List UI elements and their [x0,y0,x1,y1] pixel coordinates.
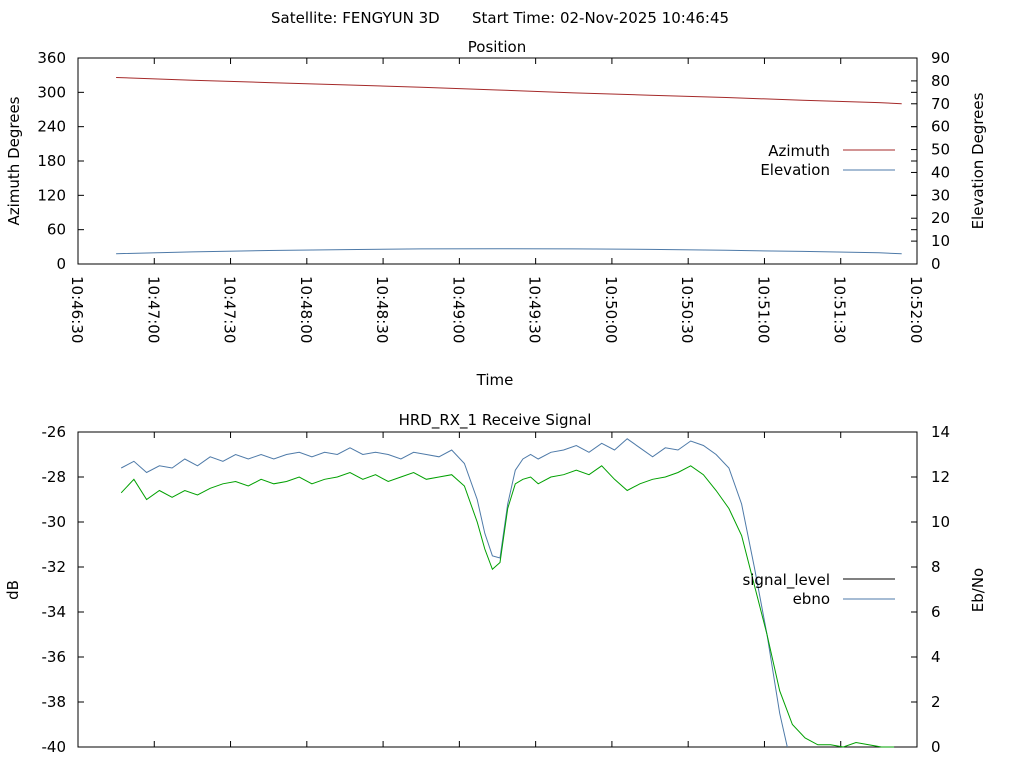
y-tick-label: 60 [47,221,66,239]
y2-tick-label: 80 [931,72,950,90]
y-tick-label: 240 [37,118,66,136]
y2-tick-label: 40 [931,163,950,181]
y-tick-label: -30 [42,513,67,531]
x-tick-label: 10:48:00 [297,276,315,343]
y2-tick-label: 8 [931,558,941,576]
y2-tick-label: 10 [931,232,950,250]
signal-chart: HRD_RX_1 Receive Signal -40-38-36-34-32-… [4,411,987,756]
y2-tick-label: 2 [931,693,941,711]
x-tick-label: 10:47:30 [221,276,239,343]
series-line-azimuth [116,77,902,105]
time-axis: 10:46:30 10:47:00 10:47:30 10:48:00 10:48:30… [68,58,925,343]
y2-tick-label: 0 [931,738,941,756]
position-series [116,77,902,255]
legend-azimuth-label: Azimuth [768,142,830,160]
azimuth-axis-label: Azimuth Degrees [5,96,23,225]
y2-tick-label: 60 [931,118,950,136]
y-tick-label: -38 [42,693,67,711]
y2-tick-label: 10 [931,513,950,531]
signal-chart-title: HRD_RX_1 Receive Signal [399,411,592,430]
x-tick-label: 10:47:00 [144,276,162,343]
satellite-label: Satellite: FENGYUN 3D [271,9,440,27]
y-tick-label: 120 [37,186,66,204]
signal-plot-frame [77,431,918,748]
y2-tick-label: 20 [931,209,950,227]
y-tick-label: -36 [42,648,67,666]
x-tick-label: 10:48:30 [373,276,391,343]
position-chart: Position 0 60 120 180 240 300 360 0 10 20 30 40 50 6… [5,38,987,389]
y-tick-label: -34 [42,603,67,621]
y2-tick-label: 90 [931,49,950,67]
position-chart-title: Position [468,38,526,56]
position-legend: Azimuth Elevation [760,142,895,179]
x-tick-label: 10:50:30 [678,276,696,343]
legend-signal-level-label: signal_level [742,571,830,590]
y2-tick-label: 30 [931,186,950,204]
x-tick-label: 10:52:00 [907,276,925,343]
db-axis-label: dB [4,580,22,600]
y2-tick-label: 12 [931,468,950,486]
x-tick-label: 10:49:00 [449,276,467,343]
x-tick-label: 10:50:00 [602,276,620,343]
y-tick-label: 360 [37,49,66,67]
legend-elevation-label: Elevation [760,161,830,179]
y-tick-label: 300 [37,83,66,101]
y2-tick-label: 50 [931,141,950,159]
db-axis: -40 -38 -36 -34 -32 -30 -28 -26 [42,423,917,756]
series-line-ebno [120,438,788,748]
series-line-unlabeled-2 [120,465,895,748]
signal-time-axis [77,432,918,747]
signal-legend: signal_level ebno [742,571,895,608]
y-tick-label: -26 [42,423,67,441]
y2-tick-label: 14 [931,423,950,441]
y-tick-label: -32 [42,558,67,576]
y2-tick-label: 0 [931,255,941,273]
signal-series [120,438,895,748]
time-axis-label: Time [476,371,514,389]
y-tick-label: 0 [56,255,66,273]
y2-tick-label: 4 [931,648,941,666]
azimuth-axis: 0 60 120 180 240 300 360 [37,49,917,273]
y-tick-label: 180 [37,152,66,170]
elevation-axis: 0 10 20 30 40 50 60 70 80 90 [911,49,950,273]
start-time-label: Start Time: 02-Nov-2025 10:46:45 [472,9,729,27]
x-tick-label: 10:49:30 [526,276,544,343]
y-tick-label: -40 [42,738,67,756]
ebno-axis: 0 2 4 6 8 10 12 14 [911,423,950,756]
x-tick-label: 10:51:00 [754,276,772,343]
x-tick-label: 10:46:30 [68,276,86,343]
ebno-axis-label: Eb/No [969,568,987,612]
y2-tick-label: 70 [931,95,950,113]
x-tick-label: 10:51:30 [831,276,849,343]
elevation-axis-label: Elevation Degrees [969,92,987,229]
y-tick-label: -28 [42,468,67,486]
legend-ebno-label: ebno [793,590,830,608]
series-line-elevation [116,248,902,255]
y2-tick-label: 6 [931,603,941,621]
